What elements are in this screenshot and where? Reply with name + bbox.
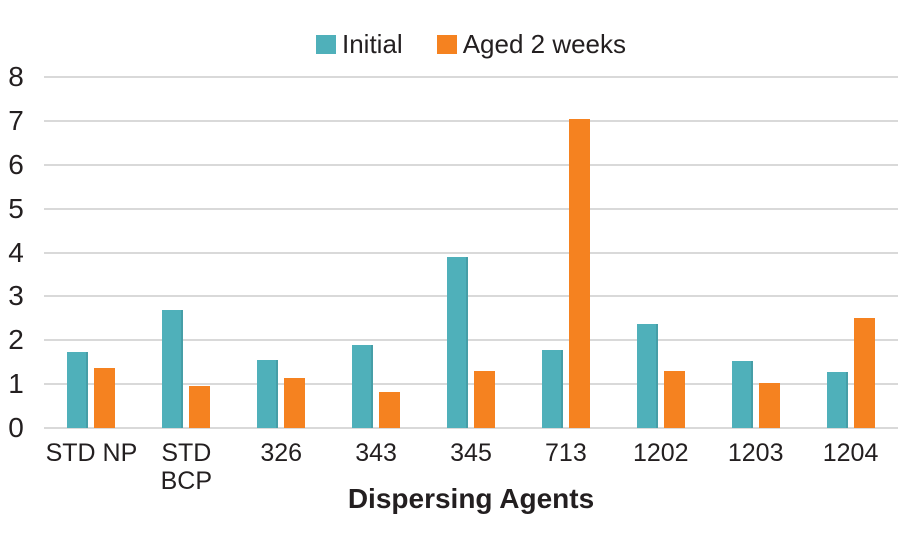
x-axis-title: Dispersing Agents [347,483,595,514]
bar-initial-1204 [826,372,848,428]
legend-label-aged-2-weeks: Aged 2 weeks [462,29,627,59]
bar-initial-713 [541,349,563,428]
bar-group-343 [329,77,424,428]
x-tick-label-1202: 1202 [632,439,689,467]
y-tick-label-7: 7 [8,104,24,136]
bar-initial-326 [257,360,279,428]
y-tick-label-0: 0 [8,412,24,443]
gridline-y-3 [44,295,898,298]
bar-aged-2-weeks-343 [379,391,401,428]
bar-initial-1202 [636,323,658,428]
x-tick-label-345: 345 [450,439,492,467]
y-tick-label-4: 4 [8,236,24,268]
bar-initial-std-np [67,352,89,428]
legend-swatch-initial [315,34,336,54]
bar-groups [44,77,898,428]
y-tick-label-3: 3 [8,280,24,312]
y-tick-label-8: 8 [8,61,24,92]
bar-aged-2-weeks-std-np [94,367,116,428]
x-axis-tick-labels: STD NP STD BCP 326 343 345 713 1202 1203 1204 [44,439,898,495]
bar-group-std-bcp [139,77,234,428]
gridline-y-2 [44,339,898,342]
bar-initial-std-bcp [162,309,184,428]
x-tick-label-713: 713 [545,439,587,467]
bar-group-std-np [44,77,139,428]
bar-group-713 [518,77,613,428]
bar-aged-2-weeks-326 [284,378,306,428]
legend-swatch-aged-2-weeks [436,34,457,54]
bar-group-1202 [613,77,708,428]
gridline-y-0 [44,427,898,429]
y-tick-label-2: 2 [8,324,24,356]
y-tick-label-5: 5 [8,192,24,224]
y-tick-label-1: 1 [8,368,24,400]
bar-aged-2-weeks-std-bcp [189,386,211,428]
legend-item-aged-2-weeks: Aged 2 weeks [436,29,627,59]
bar-aged-2-weeks-713 [568,118,590,428]
bar-group-1203 [708,77,803,428]
bar-aged-2-weeks-1204 [853,318,875,428]
bar-group-345 [424,77,519,428]
plot-area [44,76,898,429]
y-tick-label-6: 6 [8,148,24,180]
bar-group-326 [234,77,329,428]
x-tick-label-326: 326 [260,439,303,467]
gridline-y-6 [44,163,898,166]
x-tick-label-1204: 1204 [822,439,879,467]
gridline-y-8 [44,76,898,78]
x-tick-label-std-np: STD NP [45,439,138,467]
bar-initial-343 [352,344,374,428]
gridline-y-4 [44,251,898,254]
x-tick-label-1203: 1203 [727,439,784,467]
x-tick-label-343: 343 [355,439,397,467]
bar-initial-345 [447,256,468,428]
bar-initial-1203 [731,360,753,428]
bar-aged-2-weeks-1202 [663,370,685,428]
legend-item-initial: Initial [315,29,403,59]
bar-aged-2-weeks-345 [474,370,495,428]
legend-label-initial: Initial [341,29,403,59]
bar-group-1204 [803,77,898,428]
y-axis-tick-labels: 0 1 2 3 4 5 6 7 8 [0,62,32,443]
gridline-y-7 [44,119,898,122]
legend: Initial Aged 2 weeks [44,31,898,57]
gridline-y-5 [44,207,898,210]
gridline-y-1 [44,383,898,386]
bar-aged-2-weeks-1203 [758,383,780,428]
x-tick-label-std-bcp: STD BCP [160,439,213,495]
